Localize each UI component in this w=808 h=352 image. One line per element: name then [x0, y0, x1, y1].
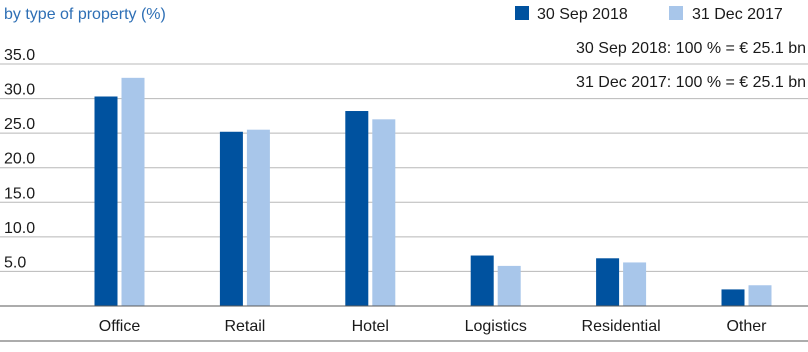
- bar-retail-series-1: [220, 132, 243, 306]
- category-label-other: Other: [726, 318, 767, 335]
- category-label-residential: Residential: [582, 318, 661, 335]
- bar-logistics-series-2: [498, 266, 521, 306]
- chart-subtitle: by type of property (%): [4, 6, 166, 23]
- category-label-logistics: Logistics: [465, 318, 527, 335]
- bar-residential-series-2: [623, 262, 646, 306]
- y-tick-label-0: 35.0: [4, 47, 35, 64]
- bar-hotel-series-1: [345, 111, 368, 306]
- y-tick-label-4: 15.0: [4, 185, 35, 202]
- category-label-hotel: Hotel: [352, 318, 389, 335]
- y-tick-label-1: 30.0: [4, 82, 35, 99]
- legend-label-series-1: 30 Sep 2018: [537, 6, 628, 23]
- bar-office-series-2: [122, 78, 145, 306]
- x-axis-categories: Office Retail Hotel Logistics Residential Oth…: [99, 318, 767, 335]
- legend: 30 Sep 2018 31 Dec 2017: [515, 6, 783, 23]
- gridlines: [0, 64, 808, 271]
- y-tick-label-3: 20.0: [4, 151, 35, 168]
- note-total-2018: 30 Sep 2018: 100 % = € 25.1 bn: [576, 40, 806, 57]
- bar-retail-series-2: [247, 130, 270, 306]
- legend-label-series-2: 31 Dec 2017: [692, 6, 783, 23]
- bar-office-series-1: [95, 96, 118, 306]
- note-total-2017: 31 Dec 2017: 100 % = € 25.1 bn: [576, 74, 806, 91]
- y-tick-label-5: 10.0: [4, 220, 35, 237]
- y-tick-label-2: 25.0: [4, 116, 35, 133]
- bar-hotel-series-2: [372, 119, 395, 306]
- y-axis-ticks: 35.0 30.0 25.0 20.0 15.0 10.0 5.0: [4, 47, 35, 271]
- legend-swatch-series-2: [669, 6, 683, 20]
- legend-swatch-series-1: [515, 6, 529, 20]
- category-label-office: Office: [99, 318, 141, 335]
- y-tick-label-6: 5.0: [4, 254, 26, 271]
- bar-other-series-1: [722, 289, 745, 306]
- bar-logistics-series-1: [471, 256, 494, 306]
- bar-other-series-2: [749, 285, 772, 306]
- category-label-retail: Retail: [224, 318, 265, 335]
- bar-residential-series-1: [596, 258, 619, 306]
